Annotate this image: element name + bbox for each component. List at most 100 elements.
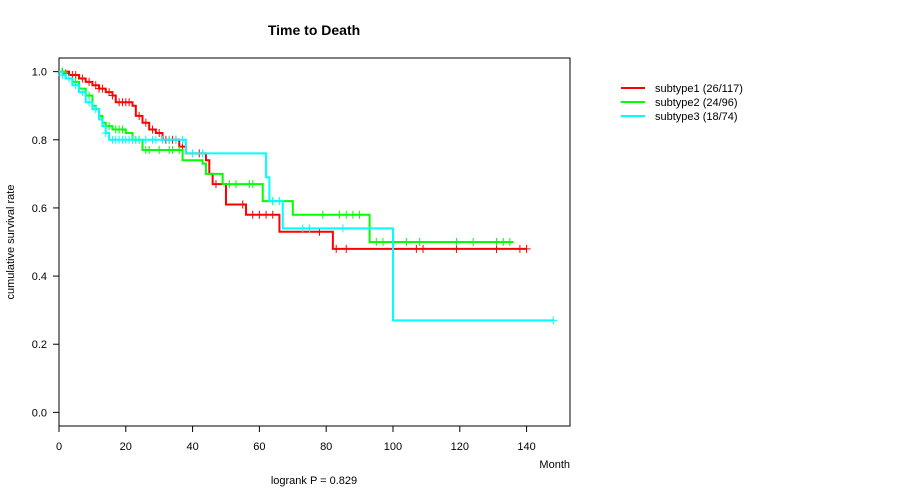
subtype1-censor-mark (515, 244, 524, 253)
subtype1-censor-mark (98, 84, 107, 93)
subtype1-censor-mark (105, 88, 114, 97)
subtype1-censor-mark (135, 111, 144, 120)
y-tick-label: 1.0 (32, 67, 47, 79)
subtype1-censor-mark (342, 244, 351, 253)
subtype3-censor-mark (188, 149, 197, 158)
subtype2-censor-mark (452, 238, 461, 246)
x-tick-label: 80 (320, 441, 332, 453)
subtype3-censor-mark (268, 197, 277, 206)
subtype2-censor-mark (248, 180, 257, 189)
subtype3-censor-mark (151, 135, 160, 144)
logrank-pvalue: logrank P = 0.829 (271, 475, 357, 487)
subtype1-censor-mark (85, 77, 94, 86)
subtype1-censor-mark (268, 210, 277, 219)
subtype3-censor-mark (165, 135, 174, 144)
subtype2-censor-mark (348, 210, 357, 219)
subtype2-censor-mark (505, 238, 514, 246)
subtype3-censor-mark (78, 88, 87, 97)
y-tick-label: 0.4 (32, 271, 47, 283)
y-tick-label: 0.6 (32, 203, 47, 215)
subtype1-censor-mark (255, 210, 264, 219)
subtype2-censor-mark (318, 210, 327, 219)
subtype1-censor-mark (148, 125, 157, 134)
subtype2-survival-line (59, 70, 514, 243)
subtype1-censor-mark (419, 244, 428, 253)
subtype3-censor-mark (549, 316, 558, 325)
y-tick-label: 0.0 (32, 407, 47, 419)
subtype3-censor-mark (158, 135, 167, 144)
chart-title: Time to Death (268, 22, 360, 38)
subtype3-censor-mark (178, 135, 187, 144)
subtype2-censor-mark (225, 180, 234, 189)
legend-label-subtype3: subtype3 (18/74) (655, 111, 738, 123)
subtype1-censor-mark (108, 91, 117, 100)
subtype3-censor-mark (85, 98, 94, 107)
subtype1-survival-line (59, 70, 527, 250)
x-tick-label: 120 (451, 441, 469, 453)
y-tick-label: 0.8 (32, 135, 47, 147)
y-axis-label: cumulative survival rate (5, 185, 17, 300)
subtype3-censor-mark (141, 135, 150, 144)
x-tick-label: 40 (186, 441, 198, 453)
subtype2-censor-mark (402, 238, 411, 246)
plot-frame (58, 57, 571, 427)
x-tick-label: 100 (384, 441, 402, 453)
x-tick-label: 140 (517, 441, 535, 453)
legend: subtype1 (26/117) subtype2 (24/96) subtype… (621, 83, 743, 123)
subtype3-censor-mark (275, 197, 284, 206)
series-layer (58, 67, 558, 325)
subtype3-censor-mark (128, 135, 137, 144)
subtype1-censor-mark (155, 128, 164, 137)
subtype3-censor-mark (298, 224, 307, 233)
subtype2-censor-mark (342, 210, 351, 219)
series-subtype3 (58, 70, 558, 325)
subtype2-censor-mark (145, 146, 154, 154)
subtype2-censor-mark (232, 180, 241, 189)
subtype3-censor-mark (198, 149, 207, 158)
subtype2-censor-mark (492, 238, 501, 246)
subtype1-censor-mark (91, 81, 100, 90)
x-tick-label: 20 (120, 441, 132, 453)
subtype3-censor-mark (58, 71, 67, 80)
legend-label-subtype1: subtype1 (26/117) (655, 83, 743, 95)
subtype1-censor-mark (238, 200, 247, 209)
series-subtype2 (58, 67, 514, 246)
subtype2-censor-mark (335, 210, 344, 219)
subtype2-censor-mark (175, 146, 184, 154)
subtype2-censor-mark (415, 238, 424, 246)
series-subtype1 (58, 67, 531, 253)
x-tick-label: 60 (253, 441, 265, 453)
subtype1-censor-mark (452, 244, 461, 253)
subtype1-censor-mark (412, 244, 421, 253)
subtype3-censor-mark (91, 105, 100, 114)
x-axis: 0 20 40 60 80 100 120 140 (56, 426, 536, 453)
subtype3-censor-mark (305, 224, 314, 233)
subtype1-censor-mark (332, 244, 341, 253)
subtype2-censor-mark (168, 146, 177, 154)
subtype3-survival-line (59, 70, 554, 322)
subtype2-censor-mark (355, 210, 364, 219)
subtype2-censor-mark (499, 238, 508, 246)
subtype3-censor-mark (135, 135, 144, 144)
subtype3-censor-mark (338, 224, 347, 233)
x-axis-label: Month (539, 459, 570, 471)
subtype2-censor-mark (372, 238, 381, 246)
subtype3-censor-mark (101, 128, 110, 137)
subtype1-censor-mark (262, 210, 271, 219)
subtype2-censor-mark (118, 125, 127, 134)
subtype2-censor-mark (155, 146, 164, 154)
subtype1-censor-mark (141, 118, 150, 127)
subtype1-censor-mark (71, 71, 80, 80)
subtype1-censor-mark (78, 74, 87, 83)
subtype3-censor-mark (171, 135, 180, 144)
y-tick-label: 0.2 (32, 339, 47, 351)
subtype1-censor-mark (248, 210, 257, 219)
subtype1-censor-mark (211, 180, 220, 189)
legend-label-subtype2: subtype2 (24/96) (655, 97, 738, 109)
y-axis: 0.0 0.2 0.4 0.6 0.8 1.0 (32, 67, 59, 419)
subtype2-censor-mark (378, 238, 387, 246)
subtype3-censor-mark (65, 74, 74, 83)
subtype1-censor-mark (492, 244, 501, 253)
subtype3-censor-mark (71, 81, 80, 90)
